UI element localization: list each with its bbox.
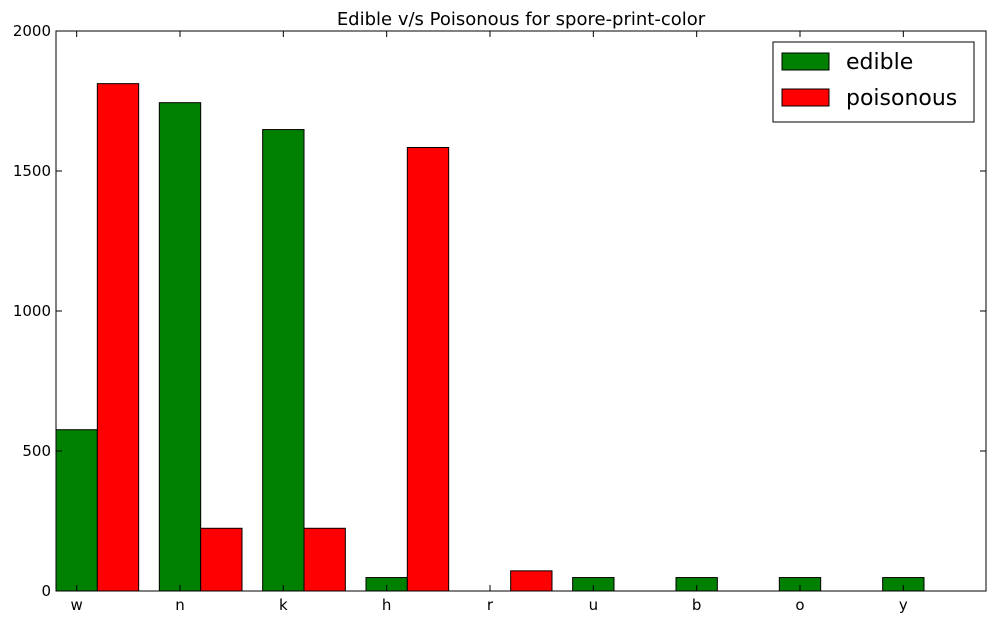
x-tick-label-y: y [899,596,908,614]
legend-swatch-edible [781,52,830,71]
bar-edible-w [55,429,98,592]
legend: edible poisonous [772,41,975,123]
y-tick-label-1000: 1000 [13,302,51,320]
legend-label-edible: edible [846,50,913,75]
x-tick-label-h: h [382,596,392,614]
bar-edible-k [262,129,305,592]
bar-edible-n [158,102,202,592]
bars-group [55,83,925,592]
x-tick-label-k: k [279,596,288,614]
y-tick-label-2000: 2000 [13,22,51,40]
legend-label-poisonous: poisonous [846,86,957,111]
x-tick-label-u: u [589,596,599,614]
bar-poisonous-n [200,527,243,592]
bar-poisonous-k [303,527,346,592]
x-tick-label-b: b [692,596,702,614]
bar-poisonous-h [406,146,450,592]
x-tick-label-n: n [175,596,185,614]
bar-poisonous-w [96,83,140,592]
y-axis: 0 500 1000 1500 2000 [13,22,986,600]
legend-swatch-poisonous [781,88,830,107]
y-tick-label-500: 500 [22,442,51,460]
x-tick-label-o: o [795,596,804,614]
chart-title: Edible v/s Poisonous for spore-print-col… [337,9,706,30]
bar-poisonous-r [510,570,553,592]
y-tick-label-0: 0 [41,582,51,600]
x-tick-label-r: r [487,596,494,614]
y-tick-label-1500: 1500 [13,162,51,180]
x-tick-label-w: w [71,596,83,614]
